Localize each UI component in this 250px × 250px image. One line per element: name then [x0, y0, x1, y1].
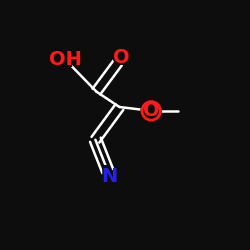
Text: OH: OH: [49, 50, 82, 69]
Text: OH: OH: [44, 48, 87, 72]
Text: O: O: [111, 46, 132, 70]
Text: N: N: [100, 164, 120, 188]
Text: N: N: [102, 167, 118, 186]
Text: O: O: [113, 48, 130, 68]
Circle shape: [141, 101, 162, 121]
Text: O: O: [143, 101, 160, 120]
